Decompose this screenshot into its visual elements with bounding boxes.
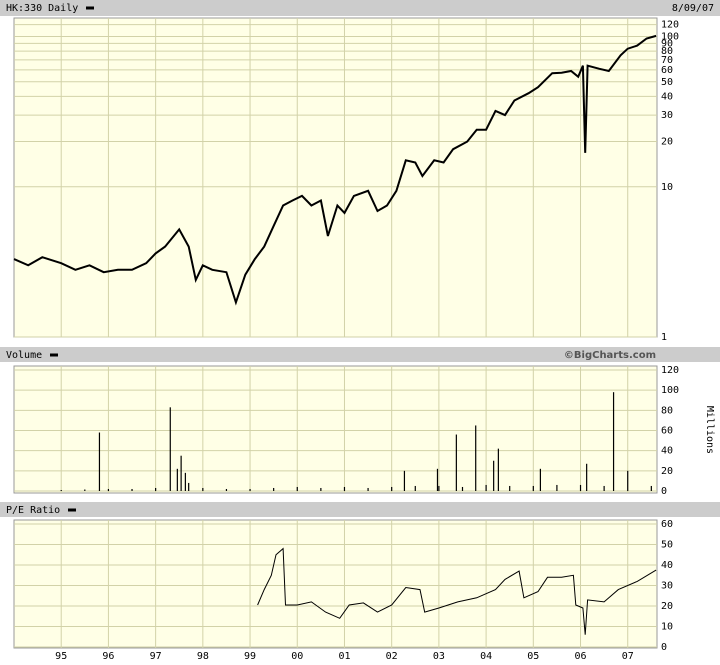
- y-tick-label: 40: [661, 91, 673, 102]
- y-tick-label: 100: [661, 32, 679, 43]
- y-tick-label: 20: [661, 137, 673, 148]
- y-tick-label: 80: [661, 405, 673, 416]
- y-tick-label: 30: [661, 110, 673, 121]
- x-tick-label: 06: [574, 651, 586, 662]
- y-tick-label: 40: [661, 446, 673, 457]
- y-tick-label: 80: [661, 46, 673, 57]
- x-tick-label: 07: [622, 651, 634, 662]
- x-tick-label: 97: [150, 651, 162, 662]
- y-tick-label: 50: [661, 540, 673, 551]
- y-tick-label: 120: [661, 365, 679, 376]
- y-tick-label: 0: [661, 486, 667, 497]
- x-tick-label: 04: [480, 651, 492, 662]
- y-tick-label: 40: [661, 560, 673, 571]
- y-tick-label: 20: [661, 601, 673, 612]
- y-tick-label: 30: [661, 581, 673, 592]
- y-tick-label: 10: [661, 182, 673, 193]
- y-tick-label: 60: [661, 65, 673, 76]
- y-tick-label: 120: [661, 20, 679, 31]
- header-bar: [0, 502, 720, 517]
- y-tick-label: 10: [661, 622, 673, 633]
- x-tick-label: 98: [197, 651, 209, 662]
- y-tick-label: 90: [661, 38, 673, 49]
- chart-title: HK:330 Daily: [6, 3, 78, 14]
- price-line: [13, 34, 657, 306]
- y-tick-label: 70: [661, 55, 673, 66]
- y-axis-label: Millions: [704, 406, 715, 454]
- x-tick-label: 02: [386, 651, 398, 662]
- price-line: [257, 547, 657, 635]
- x-tick-label: 99: [244, 651, 256, 662]
- y-tick-label: 100: [661, 385, 679, 396]
- source: ©BigCharts.com: [564, 350, 656, 361]
- y-tick-label: 60: [661, 426, 673, 437]
- x-tick-label: 01: [338, 651, 350, 662]
- x-tick-label: 96: [102, 651, 114, 662]
- x-tick-label: 00: [291, 651, 303, 662]
- x-tick-label: 05: [527, 651, 539, 662]
- panel-title: Volume: [6, 350, 42, 361]
- header-bar: [0, 0, 720, 16]
- plot-area: [13, 17, 658, 338]
- chart-date: 8/09/07: [672, 3, 714, 14]
- plot-area: [13, 365, 658, 494]
- plot-area: [13, 519, 658, 649]
- y-tick-label: 1: [661, 332, 667, 343]
- y-tick-label: 50: [661, 77, 673, 88]
- y-tick-label: 60: [661, 519, 673, 530]
- x-tick-label: 03: [433, 651, 445, 662]
- x-tick-label: 95: [55, 651, 67, 662]
- y-tick-label: 20: [661, 466, 673, 477]
- y-tick-label: 0: [661, 642, 667, 653]
- header-bar: [0, 347, 720, 362]
- panel-title: P/E Ratio: [6, 505, 60, 516]
